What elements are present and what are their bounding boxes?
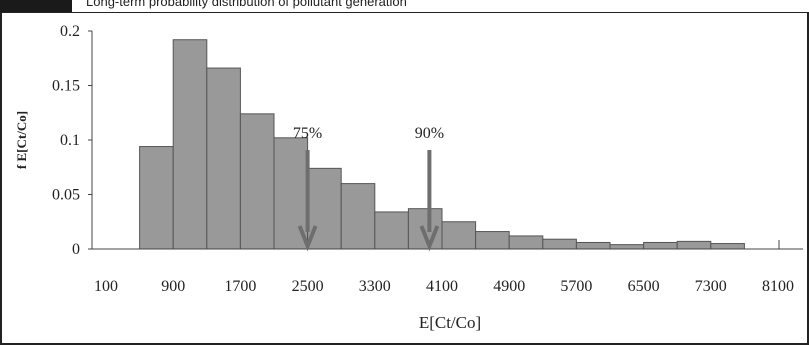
percentile-arrow	[297, 150, 318, 252]
histogram-bar	[710, 243, 745, 250]
y-tick-label: 0.2	[60, 23, 80, 40]
y-axis-label: f E[Ct/Co]	[14, 111, 29, 169]
percentile-label: 90%	[415, 125, 444, 142]
histogram-bar	[374, 211, 409, 250]
histogram-bar	[676, 240, 712, 250]
histogram-bar	[239, 113, 275, 250]
x-tick-label: 6500	[628, 278, 660, 295]
histogram-bar	[575, 241, 611, 250]
histogram-bar	[139, 146, 174, 250]
histogram-bar	[172, 39, 208, 250]
y-tick-label: 0	[72, 241, 80, 258]
percentile-label: 75%	[293, 125, 322, 142]
x-tick-label: 4900	[493, 278, 525, 295]
x-tick-label: 2500	[292, 278, 324, 295]
histogram-bar	[508, 235, 544, 250]
x-tick-label: 7300	[695, 278, 727, 295]
percentile-arrow	[419, 150, 440, 252]
x-tick-label: 1700	[224, 278, 256, 295]
figure-header: Long-term probability distribution of po…	[0, 0, 809, 13]
histogram-bar	[340, 183, 376, 250]
x-tick-label: 8100	[762, 278, 794, 295]
x-tick-label: 5700	[560, 278, 592, 295]
x-tick-label: 3300	[359, 278, 391, 295]
figure-caption: Long-term probability distribution of po…	[86, 0, 407, 9]
figure-tag	[0, 0, 72, 12]
y-tick-label: 0.15	[52, 78, 80, 95]
x-tick-label: 4100	[426, 278, 458, 295]
histogram-bar	[475, 231, 510, 250]
y-tick-label: 0.05	[52, 187, 80, 204]
x-axis-label: E[Ct/Co]	[419, 313, 481, 332]
x-tick-label: 900	[161, 278, 185, 295]
histogram-bar	[542, 238, 577, 250]
histogram-bar	[609, 244, 645, 250]
histogram-bar	[206, 67, 241, 250]
y-tick-label: 0.1	[60, 132, 80, 149]
x-tick-label: 100	[94, 278, 118, 295]
histogram-bar	[643, 241, 678, 250]
histogram-bar	[441, 221, 477, 250]
